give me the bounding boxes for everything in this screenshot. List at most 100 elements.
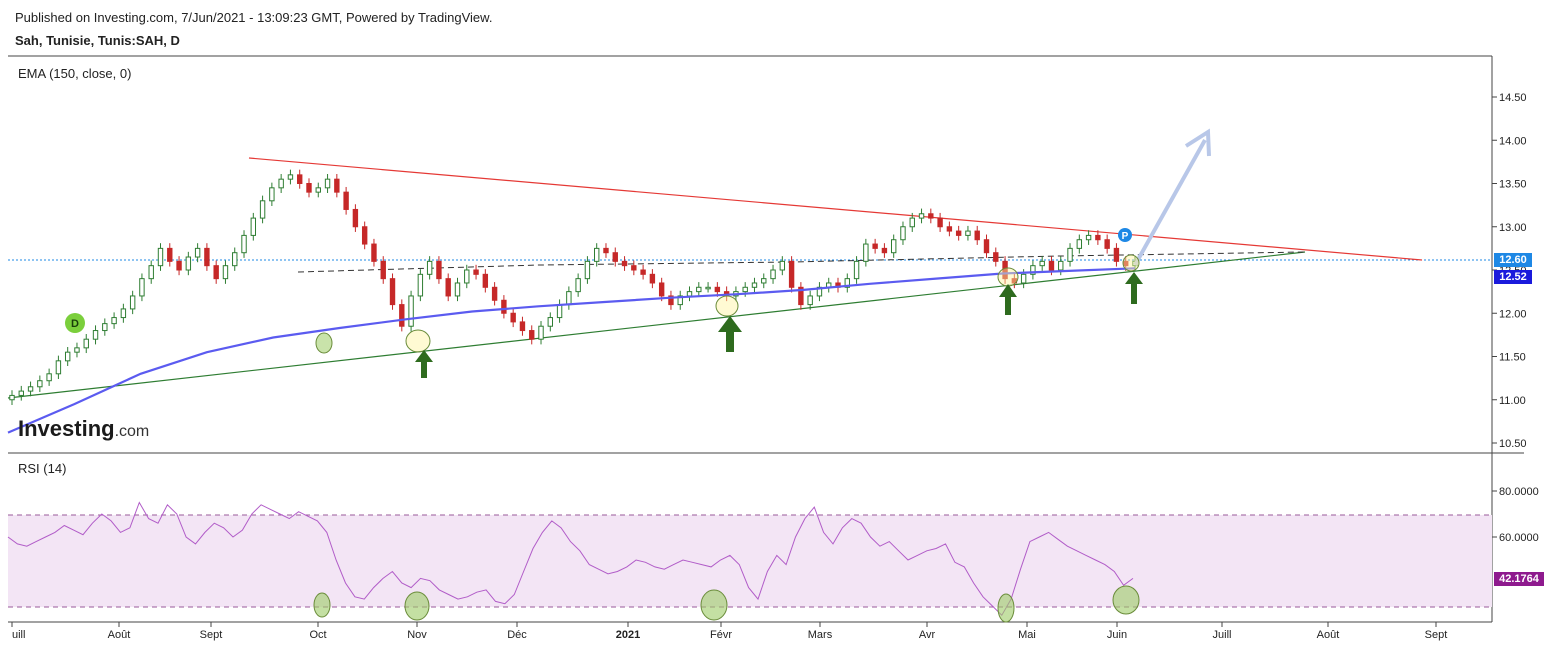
- touch-circle-may: [997, 267, 1019, 287]
- candle-body: [853, 260, 860, 280]
- candle-body: [928, 213, 934, 219]
- x-tick-label: Juill: [1213, 629, 1232, 641]
- candle-body: [900, 226, 906, 241]
- candle-body: [890, 239, 897, 254]
- ema-value-tag: 12.52: [1494, 270, 1532, 284]
- candle-body: [204, 247, 210, 267]
- d-badge-label: D: [71, 318, 79, 330]
- x-tick-label: Mars: [808, 629, 833, 641]
- d-badge: [65, 313, 85, 333]
- candle-body: [1123, 260, 1129, 267]
- candle-body: [27, 386, 34, 392]
- candle-body: [352, 208, 359, 228]
- x-tick-label: Mai: [1018, 629, 1036, 641]
- candle-body: [167, 247, 173, 262]
- candle-body: [454, 282, 461, 297]
- candle-body: [399, 304, 405, 327]
- candle-body: [974, 230, 980, 241]
- candle-body: [1030, 265, 1036, 275]
- projection-arrowhead: [1184, 128, 1211, 157]
- x-tick-label: Déc: [507, 629, 527, 641]
- touch-circle-jun: [1122, 254, 1140, 272]
- candle-body: [798, 286, 804, 306]
- rsi-circle-oct: [313, 592, 331, 618]
- candle-body: [102, 323, 108, 332]
- candle-body: [603, 247, 609, 254]
- y-tick-label: 11.00: [1499, 395, 1526, 407]
- candle-body: [658, 282, 665, 297]
- candle-body: [361, 226, 368, 245]
- candle-body: [157, 247, 164, 267]
- candle-body: [547, 317, 553, 327]
- rsi-label: RSI (14): [18, 461, 67, 476]
- candle-body: [269, 187, 275, 202]
- candle-body: [436, 260, 442, 280]
- candle-body: [259, 200, 266, 219]
- candle-body: [482, 273, 489, 288]
- rsi-value-tag: 42.1764: [1494, 572, 1544, 586]
- y-tick-label: 14.00: [1499, 135, 1527, 147]
- candle-body: [232, 252, 238, 267]
- candle-body: [677, 295, 683, 306]
- candle-body: [686, 291, 693, 297]
- y-tick-label: 12.00: [1499, 308, 1527, 320]
- candle-body: [770, 269, 776, 280]
- candle-body: [1048, 260, 1055, 271]
- touch-circle-feb: [715, 295, 739, 317]
- symbol-title: Sah, Tunisie, Tunis:SAH, D: [15, 33, 180, 48]
- candle-body: [965, 230, 971, 236]
- candle-body: [566, 291, 572, 306]
- candle-body: [64, 351, 71, 362]
- candle-body: [74, 347, 80, 353]
- candle-body: [37, 380, 43, 388]
- up-arrow-icon: [415, 272, 1143, 378]
- rsi-band: [8, 515, 1492, 607]
- rsi-line: [7, 501, 1134, 617]
- candle-body: [1104, 239, 1110, 249]
- candle-body: [1085, 234, 1092, 241]
- candle-body: [983, 239, 990, 254]
- projection-arrow: [1133, 139, 1207, 266]
- rsi-circle-nov: [404, 591, 430, 621]
- y-tick-label: 10.50: [1499, 438, 1527, 450]
- x-tick-label: uill: [12, 629, 25, 641]
- candle-body: [417, 273, 424, 297]
- candle-body: [649, 273, 656, 284]
- candle-body: [584, 260, 591, 280]
- candle-body: [621, 260, 628, 267]
- x-tick-label: Févr: [710, 629, 732, 641]
- rsi-circle-may: [997, 593, 1015, 623]
- rsi-tick-label: 80.0000: [1499, 486, 1539, 498]
- x-tick-label: Août: [1317, 629, 1340, 641]
- candle-body: [343, 191, 349, 210]
- candle-body: [631, 265, 637, 271]
- published-note: Published on Investing.com, 7/Jun/2021 -…: [15, 10, 493, 25]
- candle-body: [185, 256, 192, 271]
- candle-body: [306, 183, 312, 193]
- candle-body: [993, 252, 999, 262]
- p-badge: [1118, 228, 1132, 242]
- candle-body: [918, 213, 925, 219]
- ema-label: EMA (150, close, 0): [18, 66, 132, 81]
- candle-body: [324, 178, 331, 189]
- candle-body: [594, 247, 600, 262]
- candle-body: [1020, 273, 1027, 284]
- candle-body: [761, 278, 767, 284]
- candle-body: [250, 217, 257, 236]
- candle-body: [380, 260, 386, 280]
- candle-body: [148, 265, 154, 280]
- x-tick-label: 2021: [616, 629, 640, 641]
- resistance-line: [248, 157, 1423, 261]
- candle-body: [129, 295, 136, 310]
- x-tick-label: Oct: [309, 629, 326, 641]
- candle-body: [696, 286, 702, 293]
- x-tick-label: Août: [108, 629, 131, 641]
- x-tick-label: Sept: [1425, 629, 1448, 641]
- candle-body: [408, 295, 414, 327]
- touch-circle-oct: [315, 332, 333, 354]
- p-badge-label: P: [1122, 231, 1129, 242]
- candle-body: [18, 390, 24, 396]
- candle-body: [491, 286, 498, 301]
- candle-body: [937, 217, 943, 228]
